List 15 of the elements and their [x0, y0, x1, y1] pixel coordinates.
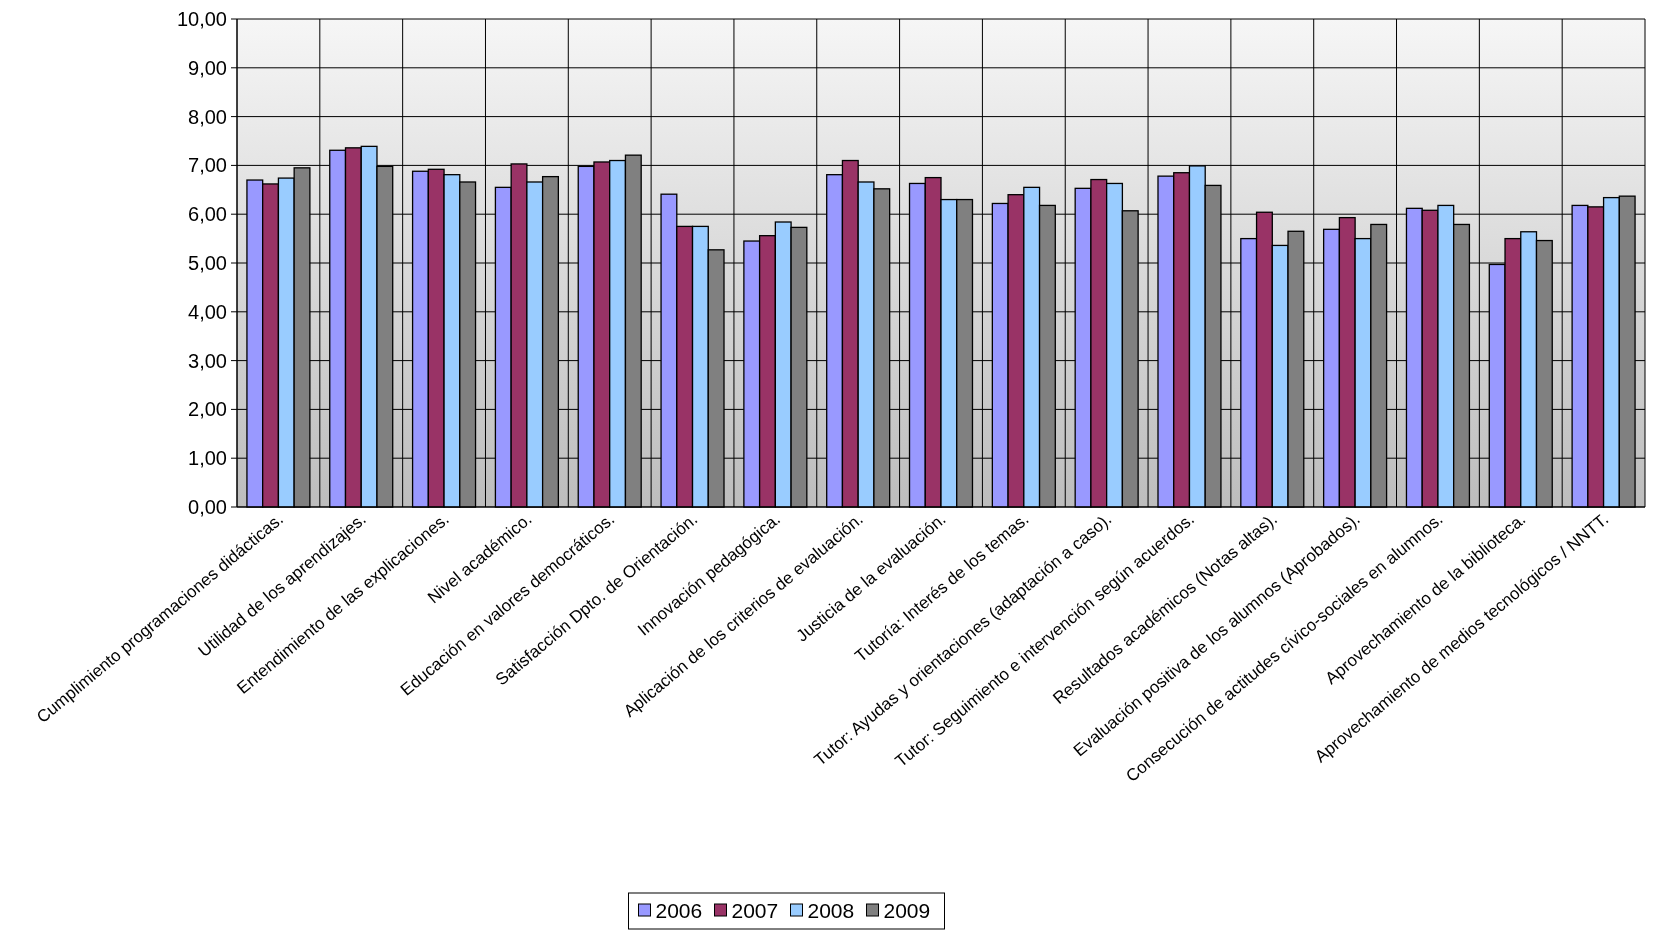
y-tick-label: 6,00 — [188, 203, 227, 226]
y-tick-label: 10,00 — [176, 8, 227, 30]
legend-label: 2006 — [655, 899, 703, 923]
y-tick-label: 5,00 — [188, 252, 227, 274]
y-tick-label: 7,00 — [188, 154, 227, 177]
legend-label: 2008 — [807, 899, 855, 923]
y-tick-label: 3,00 — [188, 349, 227, 372]
y-tick-label: 2,00 — [188, 398, 227, 421]
y-tick-label: 9,00 — [188, 56, 227, 79]
y-tick-label: 8,00 — [188, 105, 227, 128]
y-tick-label: 1,00 — [188, 447, 227, 470]
y-tick-label: 4,00 — [188, 300, 227, 323]
legend-label: 2007 — [731, 899, 779, 923]
y-tick-label: 0,00 — [188, 496, 227, 518]
legend-label: 2009 — [883, 899, 931, 923]
